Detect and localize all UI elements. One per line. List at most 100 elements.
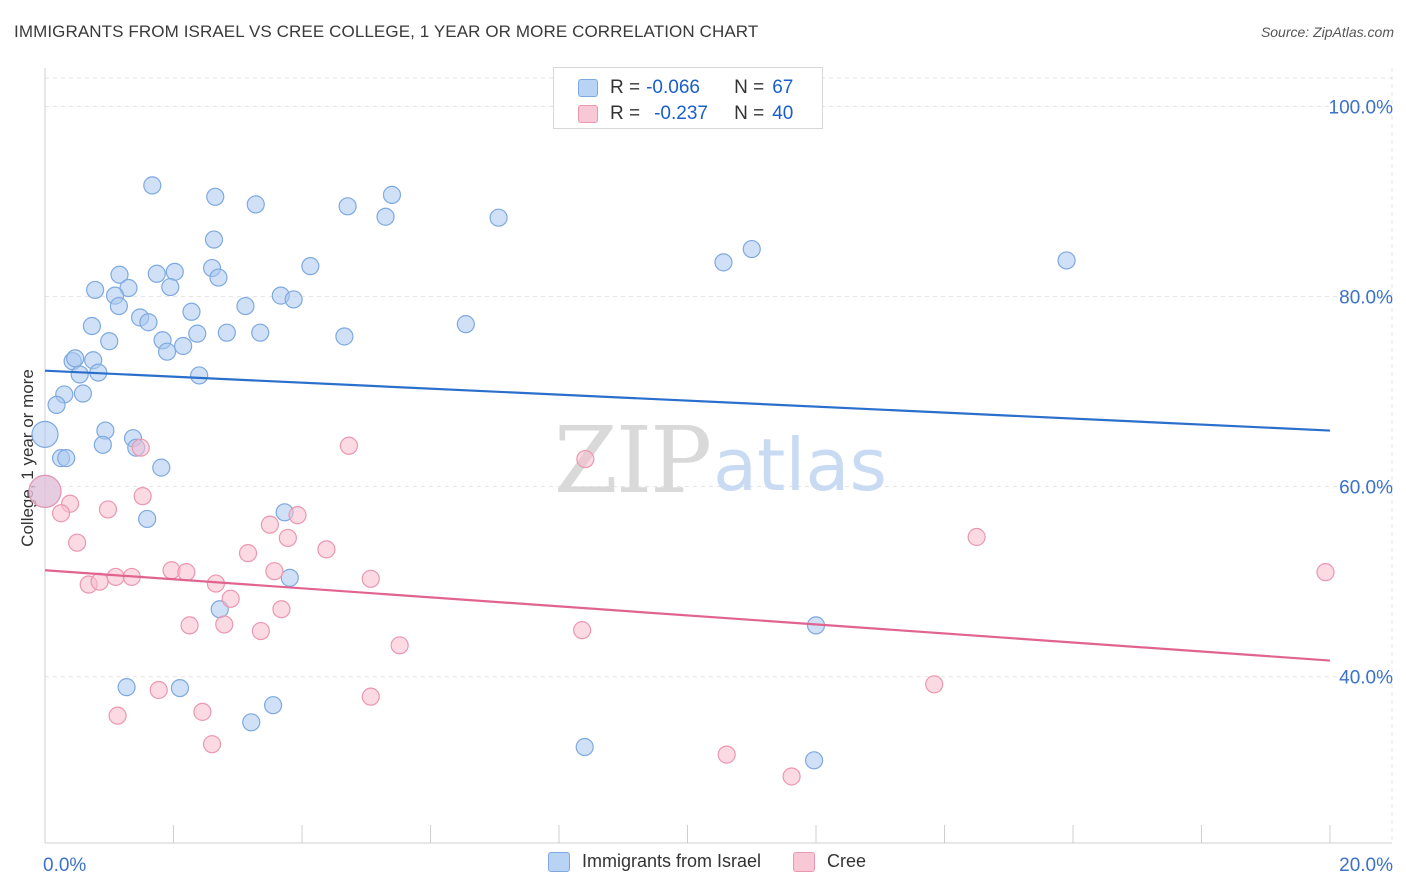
watermark: ZIP atlas	[554, 407, 887, 514]
legend-n-label: N =	[734, 103, 765, 124]
legend-n-value: 67	[772, 77, 794, 98]
cree-point	[361, 569, 380, 588]
cree-point	[193, 702, 212, 721]
cree-point	[278, 528, 297, 548]
x-tick-label: 0.0%	[43, 855, 86, 876]
israel-point	[280, 568, 299, 587]
israel-point	[157, 342, 177, 361]
israel-point	[190, 366, 209, 385]
israel-point	[284, 290, 303, 309]
legend-swatch-blue	[578, 79, 598, 97]
cree-point	[317, 540, 336, 559]
legend-swatch-pink	[793, 851, 816, 872]
grid-lines	[45, 68, 1393, 843]
cree-point	[98, 500, 118, 519]
israel-point	[804, 751, 824, 770]
cree-trend-line	[44, 569, 1331, 662]
israel-point	[188, 324, 207, 343]
israel-point	[206, 187, 225, 206]
israel-point	[66, 349, 85, 368]
israel-point	[70, 365, 89, 384]
cree-point	[260, 515, 279, 534]
israel-point	[31, 420, 59, 448]
legend-row-cree: R = -0.237 N = 40	[578, 101, 793, 127]
israel-point	[170, 678, 190, 698]
axes	[44, 68, 1392, 844]
cree-point	[573, 621, 592, 640]
legend-r-label: R =	[610, 103, 641, 124]
israel-point	[100, 332, 119, 351]
y-tick-label: 40.0%	[1339, 668, 1393, 689]
israel-point	[86, 280, 105, 300]
israel-point	[209, 268, 228, 287]
israel-point	[236, 296, 255, 316]
israel-point	[93, 435, 112, 454]
israel-point	[714, 253, 733, 272]
israel-point	[575, 737, 594, 757]
cree-point	[106, 567, 125, 587]
legend-item-israel[interactable]: Immigrants from Israel	[548, 851, 761, 872]
cree-point	[782, 767, 801, 786]
israel-point	[217, 323, 236, 342]
data-points	[28, 176, 1335, 786]
israel-point	[376, 207, 395, 226]
series-legend: Immigrants from Israel Cree	[548, 851, 898, 872]
cree-point	[717, 745, 736, 764]
source-label: Source: ZipAtlas.com	[1260, 24, 1394, 40]
legend-item-cree[interactable]: Cree	[793, 851, 866, 872]
legend-r-value: -0.066	[646, 77, 700, 98]
cree-point	[390, 636, 409, 655]
cree-point	[177, 563, 196, 582]
cree-point	[967, 527, 986, 547]
cree-point	[272, 600, 291, 619]
legend-row-israel: R = -0.066 N = 67	[578, 75, 793, 101]
israel-point	[174, 336, 193, 356]
israel-point	[109, 296, 128, 316]
israel-point	[301, 257, 320, 276]
cree-point	[68, 533, 87, 552]
cree-point	[925, 675, 944, 694]
israel-point	[73, 384, 93, 403]
israel-point	[489, 208, 508, 227]
cree-point	[265, 562, 284, 581]
watermark-atlas: atlas	[713, 423, 887, 507]
cree-point	[149, 680, 168, 700]
israel-point	[382, 185, 402, 204]
legend-n-value: 40	[772, 103, 794, 124]
israel-point	[263, 696, 283, 715]
correlation-legend: R = -0.066 N = 67 R = -0.237 N = 40	[553, 67, 823, 129]
legend-r-value: -0.237	[654, 103, 708, 124]
cree-point	[131, 438, 150, 457]
israel-point	[251, 323, 270, 342]
chart-title: IMMIGRANTS FROM ISRAEL VS CREE COLLEGE, …	[14, 22, 759, 41]
israel-point	[82, 316, 102, 336]
legend-series-name: Cree	[827, 851, 867, 871]
israel-point	[152, 458, 171, 477]
cree-point	[576, 449, 595, 469]
israel-point	[242, 713, 261, 732]
israel-point	[110, 265, 129, 284]
israel-point	[161, 277, 180, 297]
y-tick-label: 80.0%	[1339, 288, 1393, 309]
cree-point	[215, 615, 234, 634]
israel-point	[147, 264, 166, 283]
legend-r-label: R =	[610, 77, 641, 98]
legend-series-name: Immigrants from Israel	[582, 851, 762, 871]
cree-point	[133, 487, 152, 506]
israel-point	[117, 678, 136, 697]
israel-point	[139, 313, 158, 332]
israel-point	[246, 195, 265, 214]
cree-point	[202, 735, 222, 754]
israel-trend-line	[44, 369, 1331, 432]
israel-point	[742, 239, 761, 259]
tick-labels: 40.0% 60.0% 80.0% 100.0% 0.0% 20.0%	[43, 98, 1393, 876]
israel-point	[165, 262, 184, 281]
cree-point	[1316, 563, 1335, 582]
cree-point	[180, 616, 199, 635]
cree-point	[90, 572, 109, 591]
cree-point	[288, 506, 307, 525]
legend-swatch-blue	[548, 851, 570, 872]
israel-point	[1057, 251, 1076, 270]
israel-point	[47, 395, 66, 415]
